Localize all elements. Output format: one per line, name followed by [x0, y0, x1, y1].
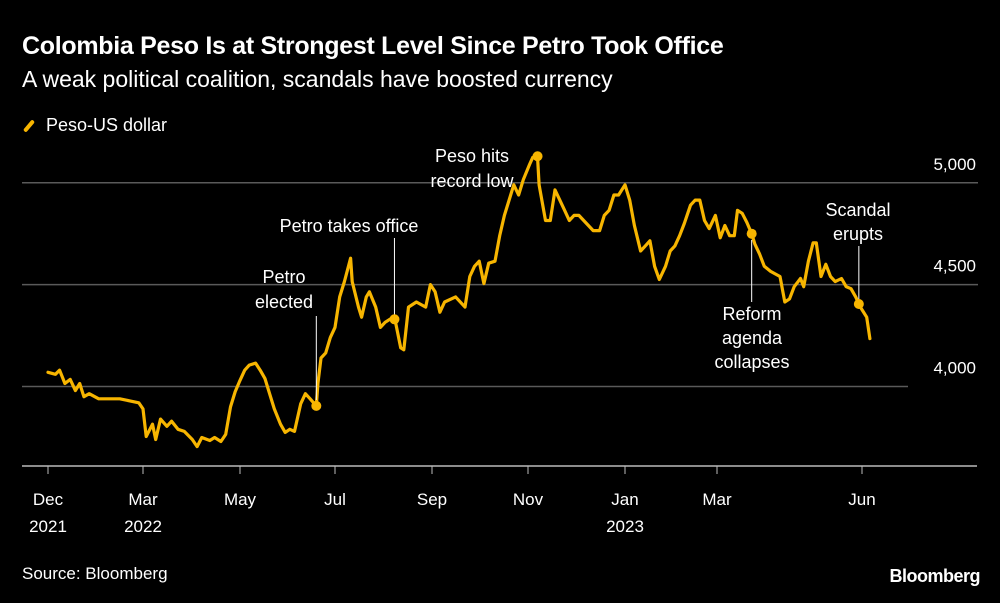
x-tick-label: Dec — [33, 490, 64, 509]
annotation-label: elected — [255, 292, 313, 312]
x-tick-label: Sep — [417, 490, 447, 509]
x-tick-label: Jun — [848, 490, 875, 509]
chart-title: Colombia Peso Is at Strongest Level Sinc… — [22, 32, 724, 60]
y-tick-label: 4,500 — [933, 257, 976, 276]
x-tick-year-label: 2022 — [124, 517, 162, 536]
legend: Peso-US dollar — [22, 115, 167, 136]
x-tick-year-label: 2023 — [606, 517, 644, 536]
annotation-dot — [532, 151, 543, 162]
x-tick-label: Mar — [702, 490, 732, 509]
y-tick-label: 4,000 — [933, 359, 976, 378]
annotation-label: Petro — [262, 267, 305, 287]
annotation-label: agenda — [722, 328, 783, 348]
annotation-label: Peso hits — [435, 146, 509, 166]
annotation-label: erupts — [833, 224, 883, 244]
annotation-label: Petro takes office — [280, 216, 419, 236]
annotation-label: collapses — [714, 352, 789, 372]
legend-label: Peso-US dollar — [46, 115, 168, 135]
x-tick-label: Mar — [128, 490, 158, 509]
annotation-label: Scandal — [825, 200, 890, 220]
annotation-dot — [389, 314, 400, 325]
x-tick-year-label: 2021 — [29, 517, 67, 536]
x-tick-label: Jul — [324, 490, 346, 509]
bloomberg-logo: Bloomberg — [889, 566, 980, 586]
annotation-dot — [853, 299, 864, 309]
annotation-dot — [746, 228, 757, 239]
y-tick-label: 5,000 — [933, 155, 976, 174]
annotation-label: record low — [430, 171, 514, 191]
x-tick-label: Jan — [611, 490, 638, 509]
source-note: Source: Bloomberg — [22, 564, 168, 583]
series-line-peso-usd — [46, 154, 872, 449]
x-tick-label: May — [224, 490, 257, 509]
annotation-label: Reform — [722, 304, 781, 324]
chart-subtitle: A weak political coalition, scandals hav… — [22, 66, 613, 92]
annotation-dot — [311, 400, 322, 411]
x-tick-label: Nov — [513, 490, 544, 509]
